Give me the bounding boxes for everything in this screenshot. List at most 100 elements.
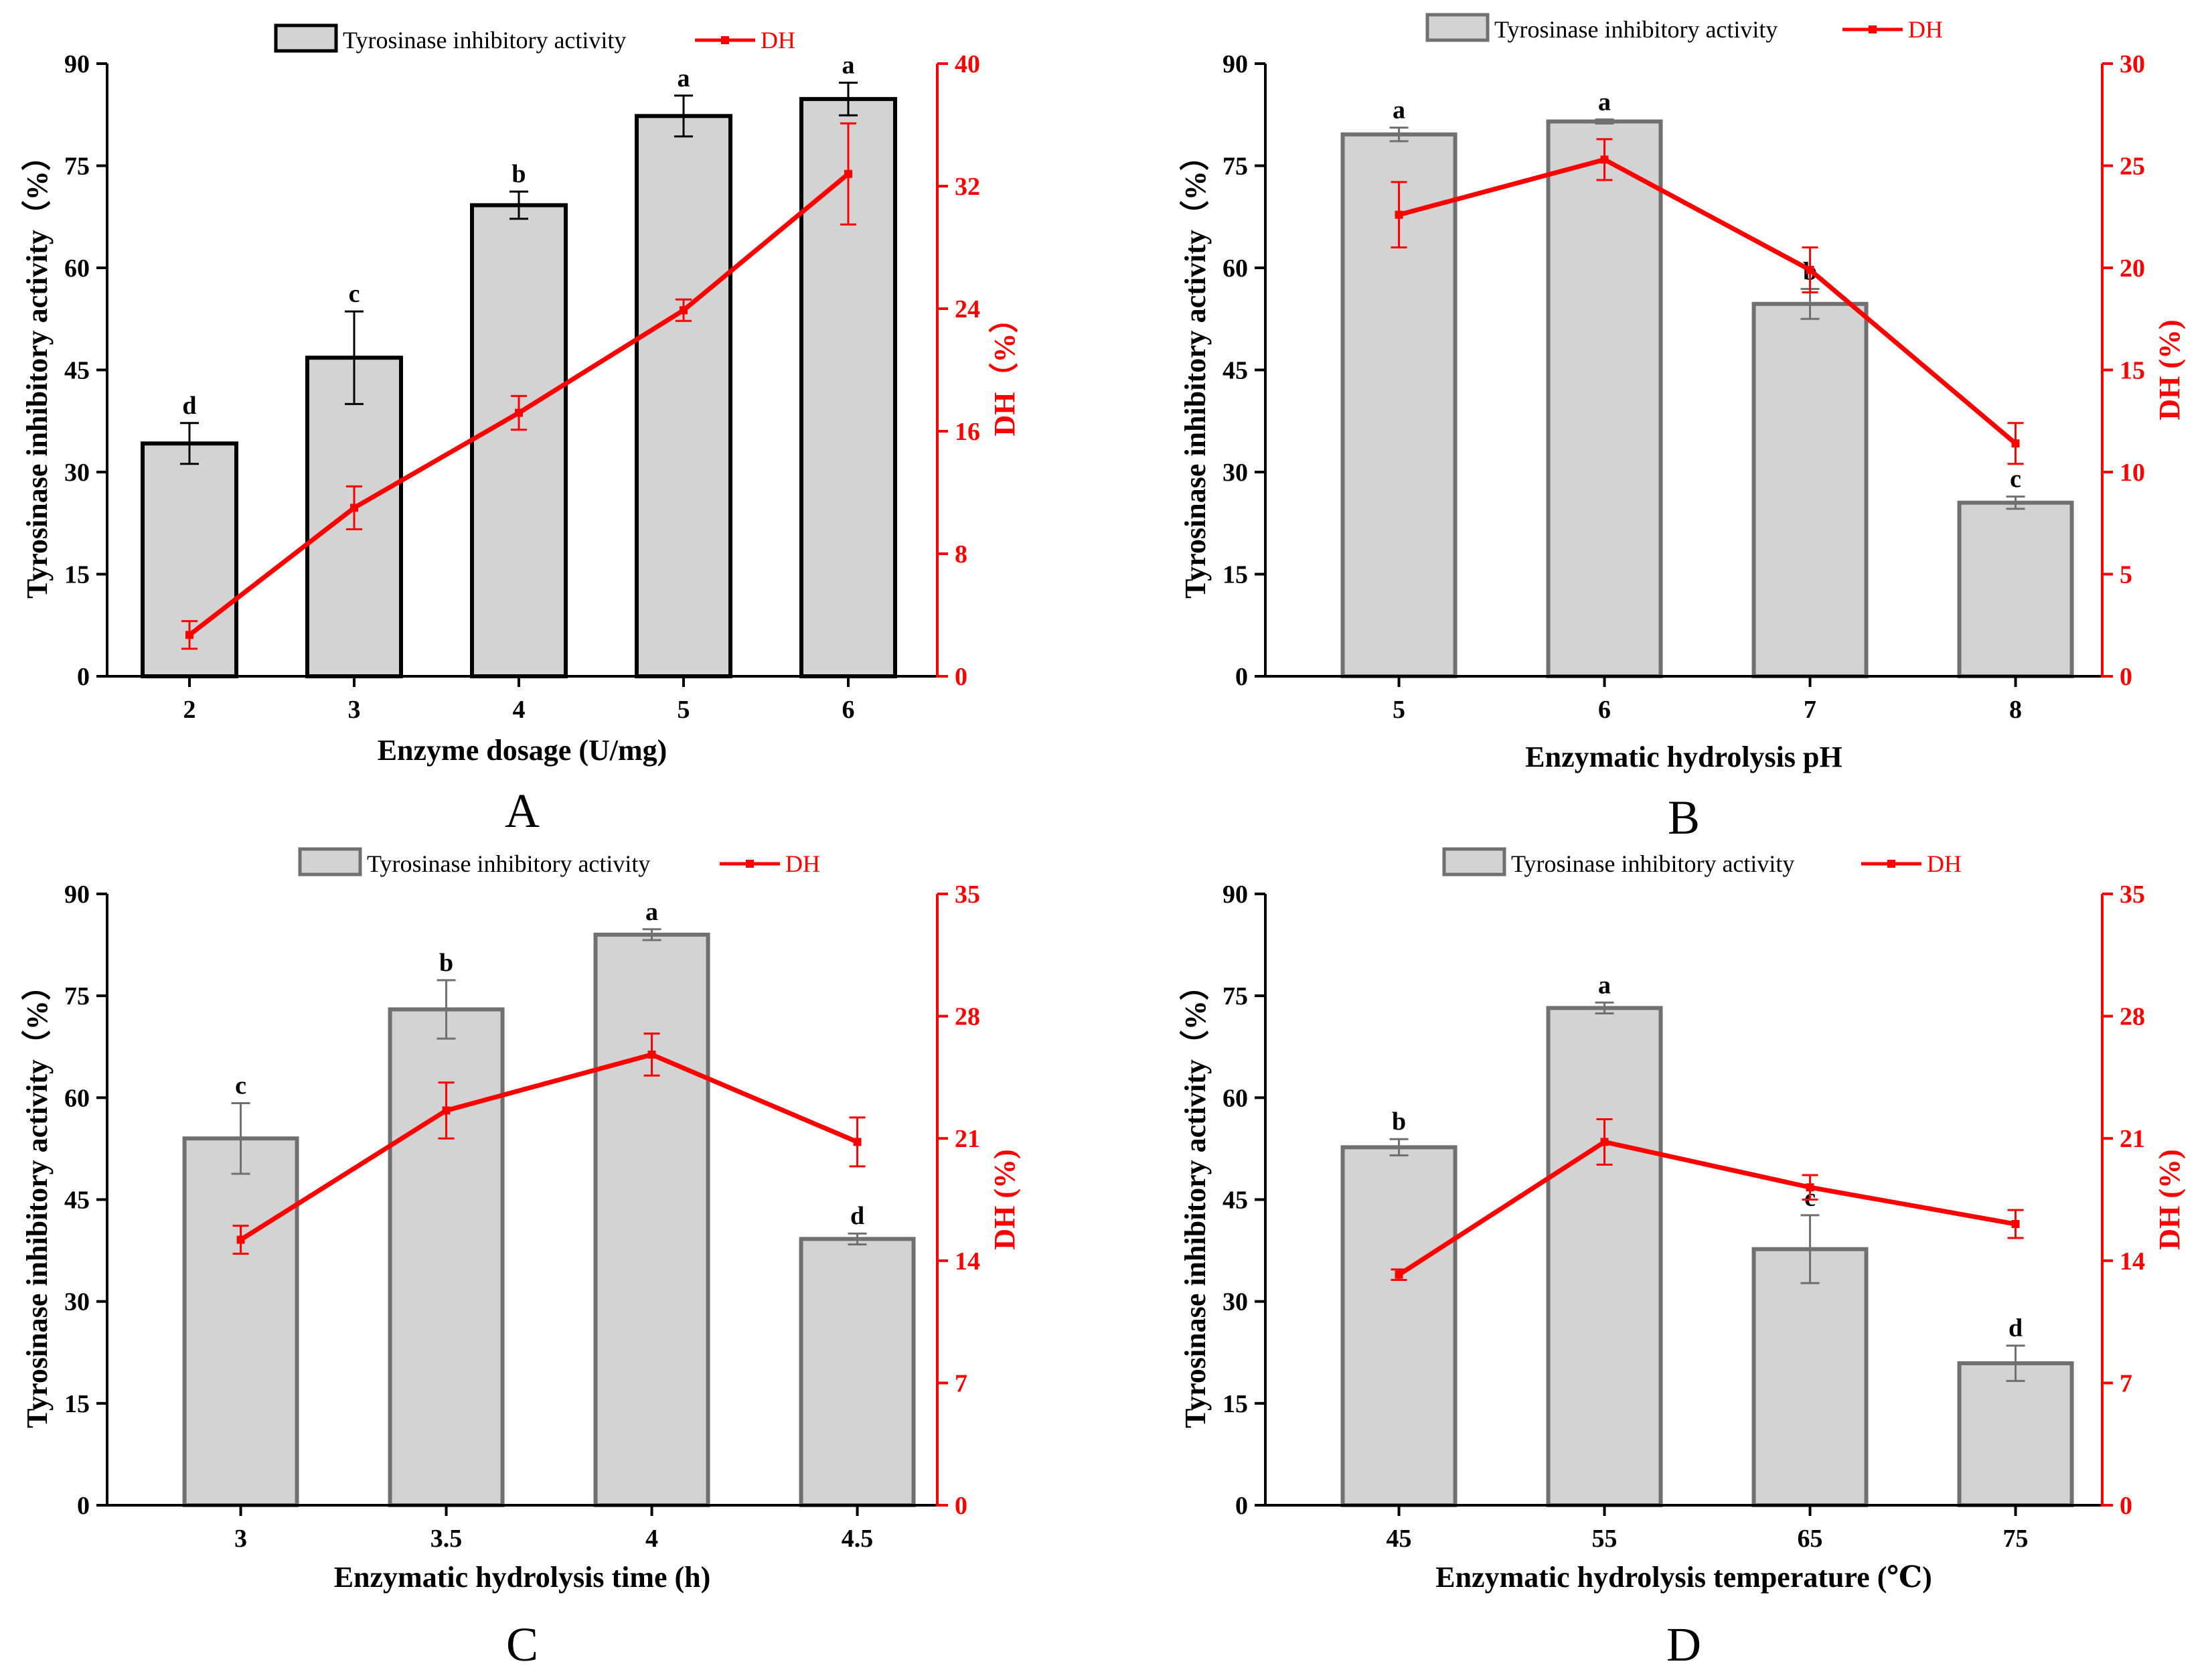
significance-label: c	[349, 280, 360, 308]
x-tick-label: 65	[1798, 1525, 1823, 1553]
bar	[1340, 1145, 1457, 1508]
bar	[1957, 1361, 2074, 1507]
x-tick-label: 5	[678, 696, 690, 724]
y2-tick-label: 40	[955, 50, 980, 78]
significance-label: b	[439, 949, 453, 977]
x-tick-label: 55	[1592, 1525, 1618, 1553]
significance-label: a	[1598, 88, 1611, 116]
bar-error-bar	[231, 1101, 250, 1175]
x-axis-label: Enzyme dosage (U/mg)	[378, 734, 667, 767]
y-tick-label: 30	[1223, 459, 1248, 487]
dh-marker	[1600, 1138, 1609, 1146]
significance-label: d	[182, 392, 196, 420]
bar-error-bar	[1595, 118, 1614, 125]
panel-label: B	[1668, 791, 1700, 844]
dh-marker	[2011, 439, 2020, 448]
x-axis-label: Enzymatic hydrolysis pH	[1525, 741, 1842, 773]
bar	[1546, 1006, 1663, 1507]
y-tick-label: 90	[1223, 50, 1248, 78]
y-axis-label: Tyrosinase inhibitory activity（%）	[21, 971, 54, 1428]
dh-marker	[853, 1138, 862, 1146]
y-tick-label: 75	[1223, 153, 1248, 181]
significance-label: d	[850, 1202, 864, 1230]
bar-error-bar	[2006, 495, 2025, 510]
y2-tick-label: 10	[2120, 459, 2145, 487]
legend-line-marker	[746, 860, 754, 868]
y2-tick-label: 28	[2120, 1003, 2145, 1031]
significance-label: a	[1598, 971, 1611, 999]
legend-label: Tyrosinase inhibitory activity	[367, 850, 650, 877]
dh-line	[239, 1052, 858, 1242]
bar-error-bar	[1389, 127, 1409, 143]
legend-label: DH	[761, 27, 795, 54]
legend-label: Tyrosinase inhibitory activity	[1511, 850, 1794, 877]
y-tick-label: 45	[1223, 357, 1248, 385]
bar-error-bar	[839, 81, 858, 117]
y2-tick-label: 21	[955, 1125, 980, 1153]
y-tick-label: 0	[77, 1492, 90, 1520]
significance-label: a	[645, 898, 658, 926]
bar	[799, 1237, 916, 1507]
dh-marker	[1395, 210, 1403, 219]
dh-marker	[1806, 1183, 1814, 1192]
bar-error-bar	[674, 94, 693, 138]
x-tick-label: 6	[1598, 696, 1611, 724]
chart-panel-b: aabc01530456075900510152025305678Enzymat…	[1179, 13, 2186, 844]
bar	[1546, 119, 1663, 678]
x-tick-label: 7	[1804, 696, 1816, 724]
legend-bar-swatch	[1425, 13, 1490, 42]
bar-error-bar	[848, 1232, 867, 1245]
dh-marker	[442, 1106, 451, 1115]
legend-label: DH	[785, 850, 820, 877]
y2-tick-label: 7	[955, 1369, 967, 1397]
bar	[1957, 500, 2074, 678]
panel-label: C	[506, 1618, 538, 1671]
significance-label: b	[511, 160, 526, 188]
y2-axis-label: DH (%)	[988, 1149, 1021, 1249]
x-tick-label: 3	[234, 1525, 247, 1553]
bar-error-bar	[345, 310, 364, 405]
bar-error-bar	[509, 190, 528, 220]
legend-label: DH	[1908, 16, 1943, 43]
y2-tick-label: 14	[955, 1247, 980, 1276]
x-tick-label: 4.5	[842, 1525, 874, 1553]
dh-line	[1397, 1139, 2017, 1277]
panel-label: D	[1666, 1618, 1701, 1671]
y-axis-label: Tyrosinase inhibitory activity（%）	[1179, 971, 1212, 1428]
y-tick-label: 90	[64, 50, 90, 78]
y2-tick-label: 28	[955, 1003, 980, 1031]
dh-marker	[236, 1235, 245, 1244]
bar	[470, 203, 568, 678]
y2-tick-label: 20	[2120, 254, 2145, 283]
legend-bar-swatch	[298, 847, 362, 876]
bar-error-bar	[1800, 1214, 1820, 1284]
dh-marker	[1395, 1270, 1403, 1279]
legend-line-marker	[1869, 25, 1877, 33]
x-tick-label: 6	[842, 696, 855, 724]
y-tick-label: 30	[64, 1288, 90, 1316]
x-tick-label: 5	[1393, 696, 1405, 724]
y-axis-label: Tyrosinase inhibitory activity（%）	[1179, 141, 1212, 599]
bar	[182, 1136, 299, 1507]
significance-label: d	[2008, 1314, 2023, 1343]
dh-marker	[680, 306, 688, 315]
y-tick-label: 75	[1223, 982, 1248, 1010]
x-tick-label: 8	[2009, 696, 2022, 724]
x-axis-label: Enzymatic hydrolysis time (h)	[334, 1561, 711, 1594]
significance-label: b	[1392, 1108, 1406, 1136]
y2-axis-label: DH（%）	[988, 304, 1021, 437]
y-tick-label: 15	[1223, 561, 1248, 589]
y2-tick-label: 0	[955, 1492, 967, 1520]
y-tick-label: 45	[1223, 1187, 1248, 1215]
y2-tick-label: 21	[2120, 1125, 2145, 1153]
chart-panel-d: bacd0153045607590071421283545556575Enzym…	[1179, 847, 2186, 1671]
significance-label: a	[842, 51, 855, 79]
y-tick-label: 60	[64, 1084, 90, 1112]
y-tick-label: 15	[1223, 1390, 1248, 1418]
legend: Tyrosinase inhibitory activity DH	[1442, 847, 1962, 877]
y-axis-label: Tyrosinase inhibitory activity（%）	[21, 141, 54, 599]
bar	[1751, 301, 1869, 678]
significance-label: c	[235, 1071, 246, 1099]
bar-error-bar	[1389, 1138, 1409, 1157]
dh-marker	[844, 169, 852, 178]
